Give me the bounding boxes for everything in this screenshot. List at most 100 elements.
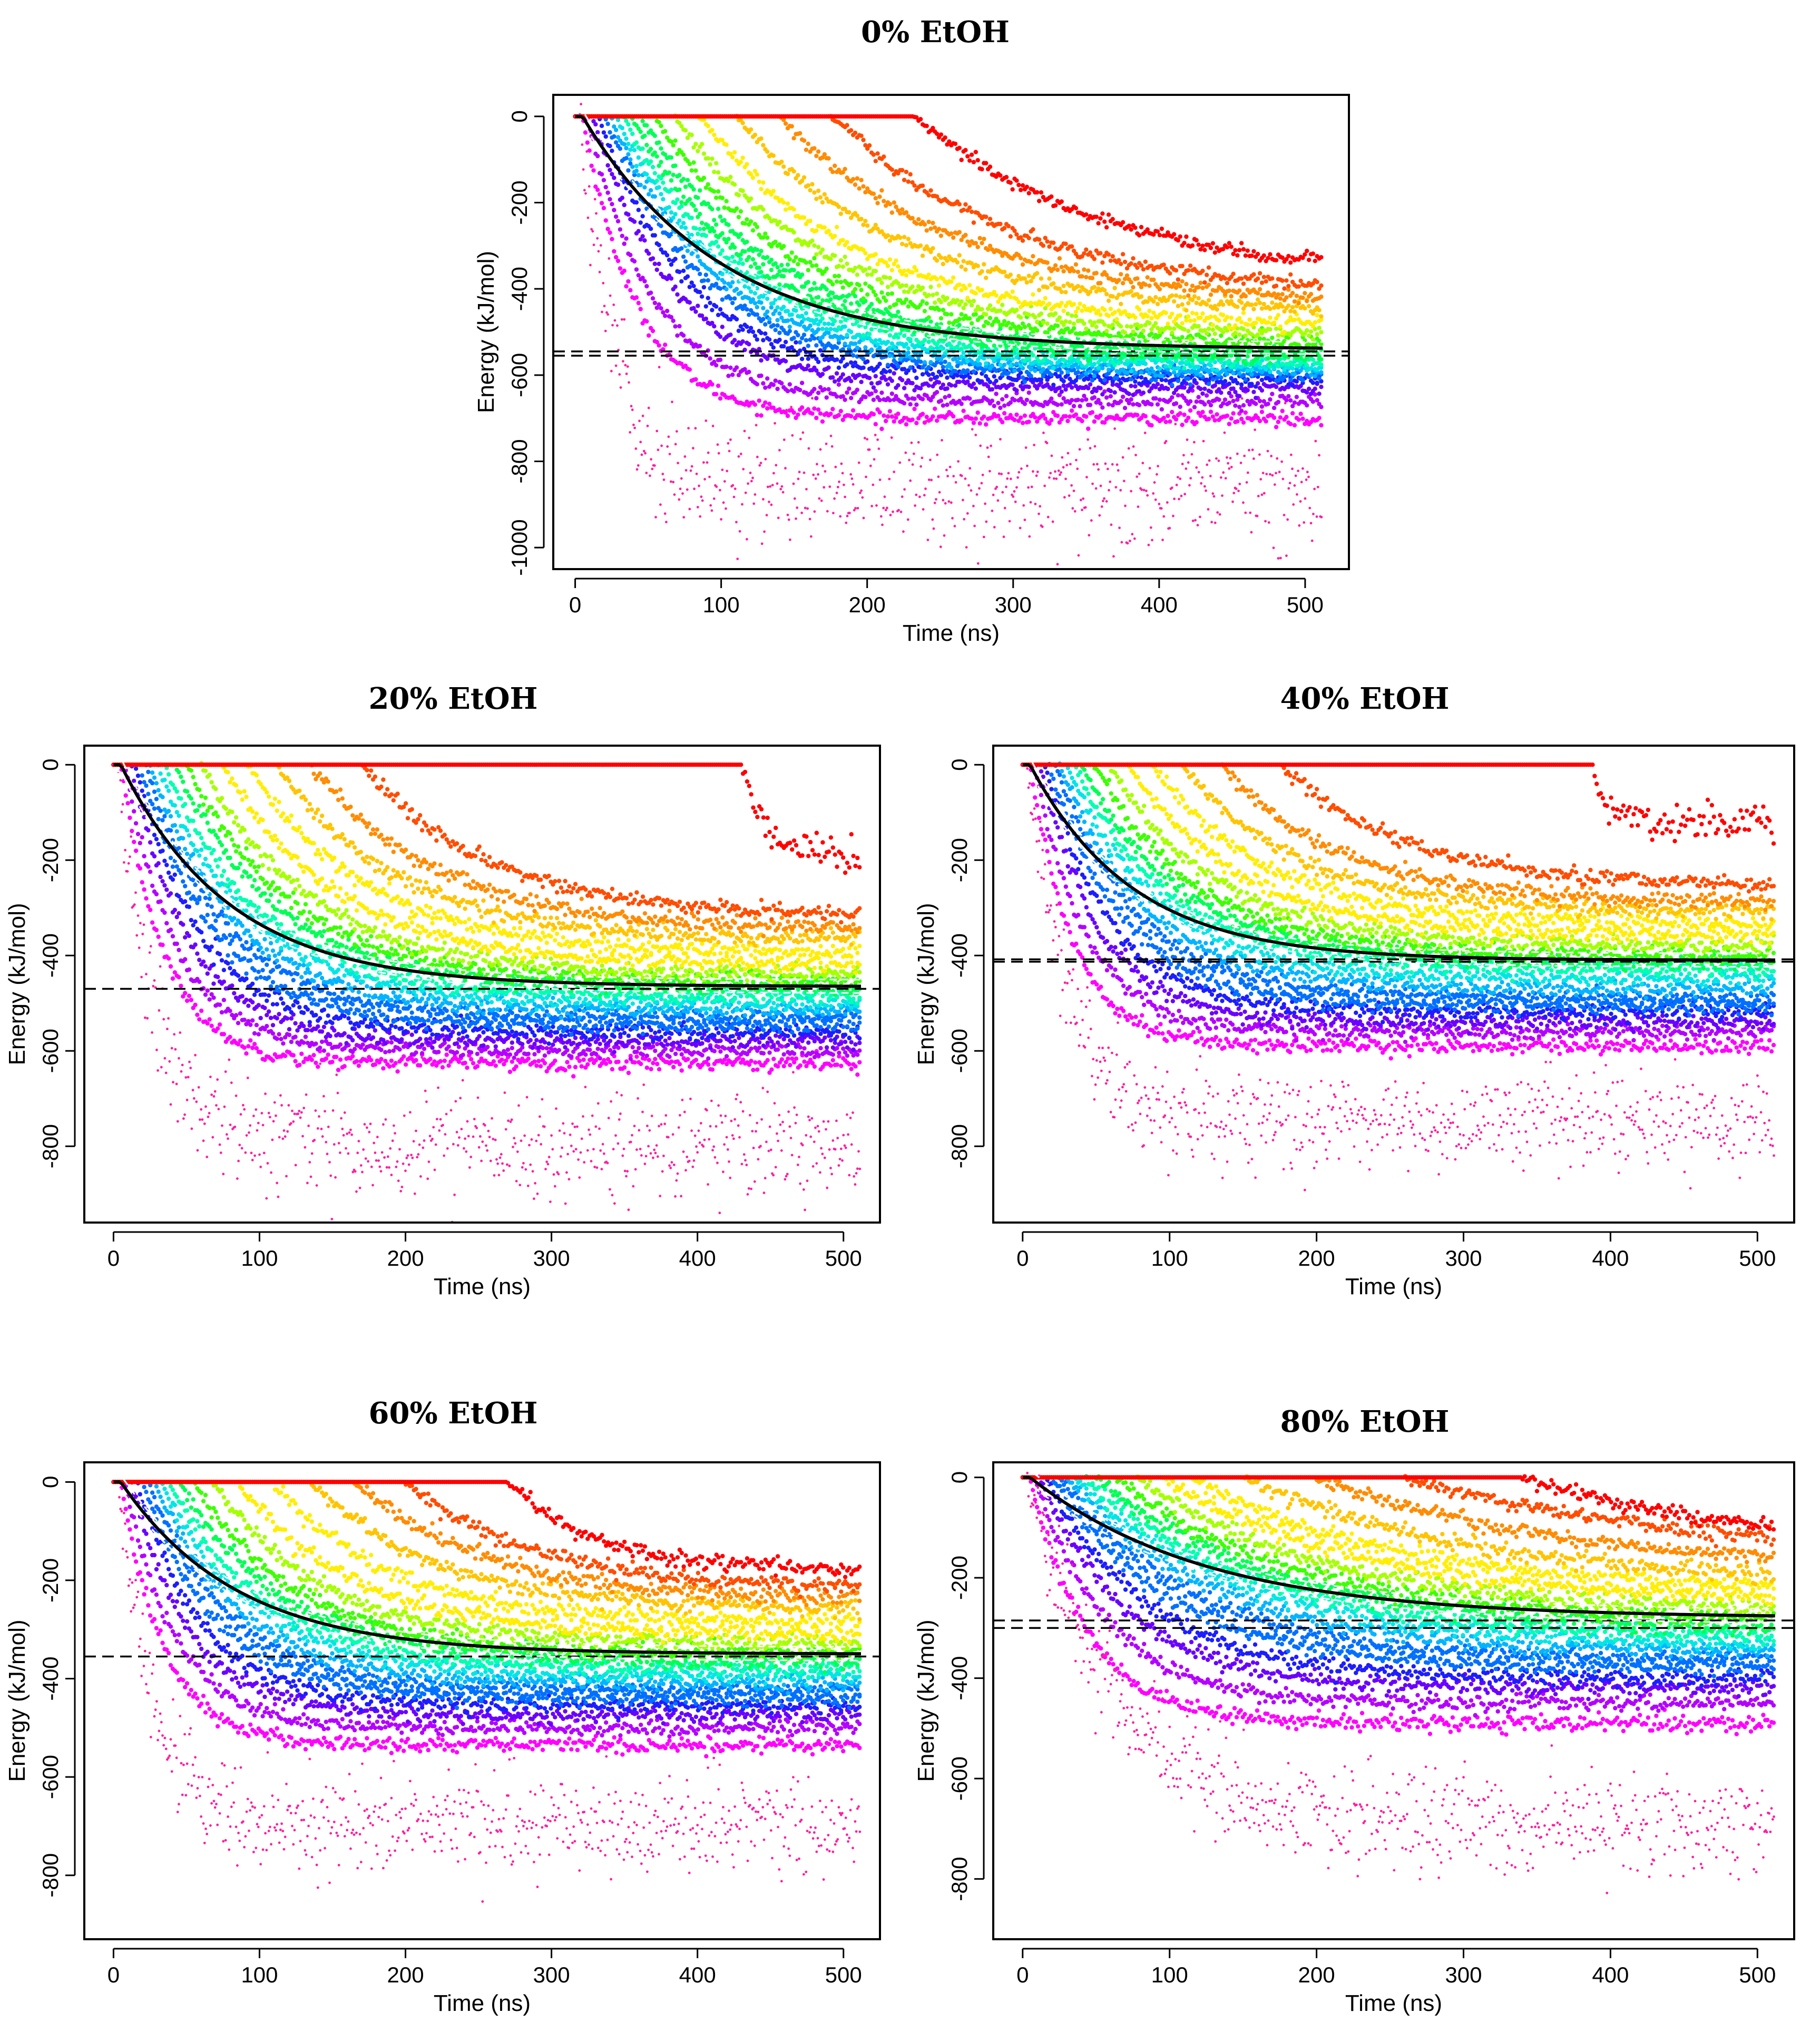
data-point [933, 406, 937, 411]
data-point [820, 316, 825, 321]
data-point [1012, 417, 1017, 423]
data-point [798, 348, 803, 353]
data-point [724, 142, 729, 147]
data-point [971, 382, 976, 386]
data-point [963, 286, 968, 291]
data-point [1268, 327, 1273, 332]
data-point [1137, 307, 1142, 312]
data-point [906, 346, 911, 351]
data-point [599, 123, 604, 128]
data-point [696, 254, 700, 259]
data-point [648, 159, 653, 164]
data-point [724, 269, 729, 274]
data-point [785, 201, 790, 206]
data-point [830, 375, 835, 380]
data-point [849, 414, 854, 418]
data-point [1196, 368, 1201, 373]
data-point [949, 279, 954, 284]
data-point [877, 410, 882, 415]
data-point [669, 276, 674, 281]
data-point [608, 130, 612, 135]
data-point [1271, 320, 1277, 325]
data-point [736, 193, 741, 198]
data-point [1119, 380, 1123, 385]
data-point [840, 294, 845, 298]
data-point [1102, 322, 1107, 327]
data-point [808, 188, 813, 193]
data-point [634, 200, 639, 205]
data-point [1186, 314, 1191, 319]
data-point [914, 288, 919, 293]
data-point [779, 315, 784, 320]
data-point [887, 276, 893, 280]
data-point [828, 412, 833, 416]
data-point [1166, 321, 1170, 326]
data-point [845, 240, 849, 245]
data-point [1319, 385, 1324, 389]
data-point [828, 257, 833, 261]
data-point [896, 264, 901, 269]
data-point [1139, 370, 1144, 375]
data-point [949, 365, 954, 370]
data-point [990, 364, 995, 368]
data-point [798, 387, 803, 393]
data-point [777, 269, 782, 274]
data-point [771, 383, 776, 387]
data-point [755, 247, 759, 252]
data-point [1002, 403, 1007, 408]
data-point [812, 336, 817, 341]
data-point [1315, 332, 1319, 337]
data-point [847, 210, 852, 215]
data-point [1133, 315, 1138, 320]
data-point [1100, 392, 1105, 397]
data-point [1270, 392, 1275, 396]
data-point [1194, 399, 1199, 404]
data-point [1088, 369, 1093, 374]
data-point [1180, 423, 1185, 427]
data-point [630, 131, 635, 136]
data-point [1170, 383, 1175, 387]
data-point [1237, 371, 1242, 376]
data-point [943, 395, 947, 400]
data-point [669, 178, 674, 183]
data-point [679, 200, 684, 205]
data-point [1208, 409, 1214, 414]
data-point [750, 175, 756, 180]
data-point [961, 259, 966, 263]
data-point [687, 300, 692, 305]
data-point [1249, 367, 1254, 372]
data-point [669, 155, 674, 160]
data-point [908, 402, 913, 407]
data-point [887, 333, 893, 338]
data-point [1180, 335, 1185, 340]
data-point [1257, 418, 1263, 424]
data-point [608, 230, 612, 235]
data-point [963, 302, 968, 307]
data-point [587, 148, 592, 153]
data-point [1200, 367, 1205, 372]
data-point [1031, 412, 1035, 416]
data-point [1117, 361, 1121, 366]
data-point [938, 398, 944, 403]
data-point [1219, 390, 1224, 395]
data-point [857, 373, 862, 377]
data-point [873, 389, 878, 394]
data-point [912, 396, 917, 401]
data-point [967, 396, 972, 401]
data-point [1110, 322, 1115, 327]
data-point [791, 389, 796, 394]
data-point [1178, 313, 1182, 318]
data-point [1176, 393, 1180, 398]
data-point [1278, 372, 1283, 376]
data-point [1173, 417, 1179, 422]
data-point [982, 414, 986, 419]
data-point [1163, 364, 1168, 369]
data-point [1159, 374, 1164, 378]
data-point [820, 419, 825, 424]
data-point [750, 282, 756, 287]
data-point [710, 382, 715, 387]
data-point [1131, 329, 1136, 334]
data-point [1178, 411, 1182, 416]
data-point [992, 343, 996, 348]
data-point [747, 312, 751, 317]
